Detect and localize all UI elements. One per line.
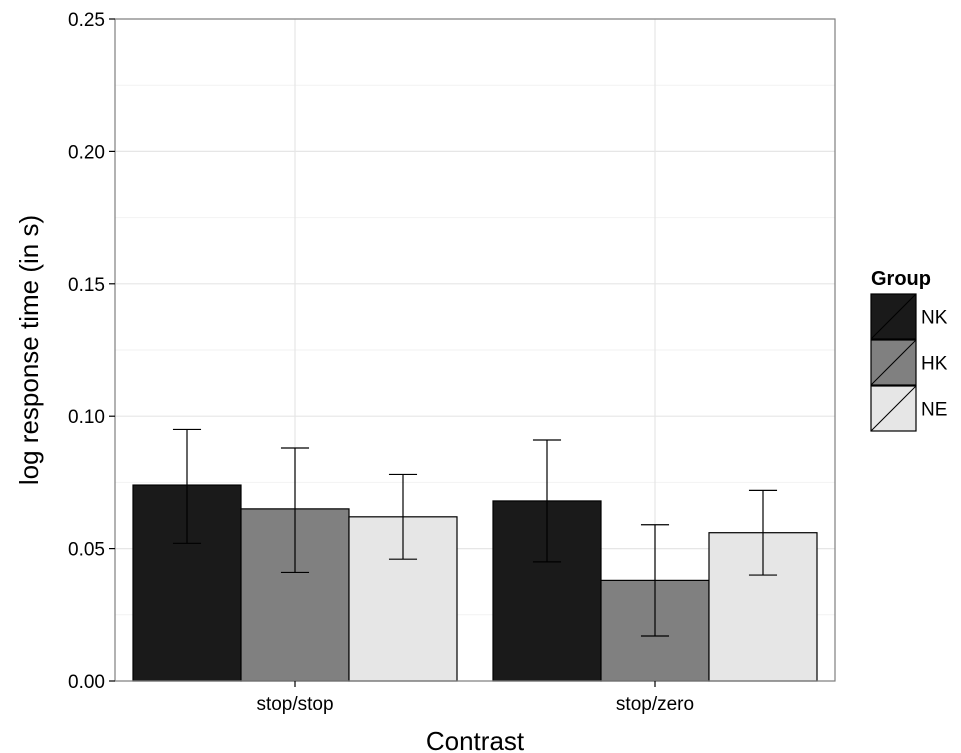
error-bar-nk-1 [532, 439, 562, 563]
error-bar-hk-0 [280, 447, 310, 574]
x-axis-title: Contrast [426, 726, 525, 753]
y-tick-label: 0.10 [68, 407, 105, 428]
legend-key-slash [870, 385, 917, 432]
error-bar-hk-1 [640, 524, 670, 637]
y-axis-title: log response time (in s) [14, 215, 44, 485]
x-tick-label: stop/stop [256, 694, 333, 715]
legend-title: Group [871, 268, 931, 290]
plot-border [114, 18, 836, 682]
legend-label: NK [921, 308, 948, 329]
x-tick-label: stop/zero [616, 694, 694, 715]
x-axis: stop/stop stop/zero [256, 681, 694, 715]
error-bar-ne-0 [388, 473, 418, 560]
y-tick-label: 0.20 [68, 142, 105, 163]
error-bar-nk-0 [172, 428, 202, 544]
legend: Group NK HK NE [870, 268, 948, 432]
y-axis: 0.00 0.05 0.10 0.15 0.20 0.25 [68, 10, 115, 693]
legend-label: NE [921, 400, 947, 421]
y-tick-label: 0.25 [68, 10, 105, 31]
y-tick-label: 0.15 [68, 275, 105, 296]
error-bars [172, 428, 778, 637]
legend-item-nk: NK [870, 293, 948, 340]
y-tick-label: 0.00 [68, 672, 105, 693]
legend-key-slash [870, 339, 917, 386]
y-tick-label: 0.05 [68, 540, 105, 561]
legend-item-hk: HK [870, 339, 948, 386]
legend-key-slash [870, 293, 917, 340]
error-bar-ne-1 [748, 489, 778, 576]
legend-label: HK [921, 354, 948, 375]
legend-item-ne: NE [870, 385, 947, 432]
